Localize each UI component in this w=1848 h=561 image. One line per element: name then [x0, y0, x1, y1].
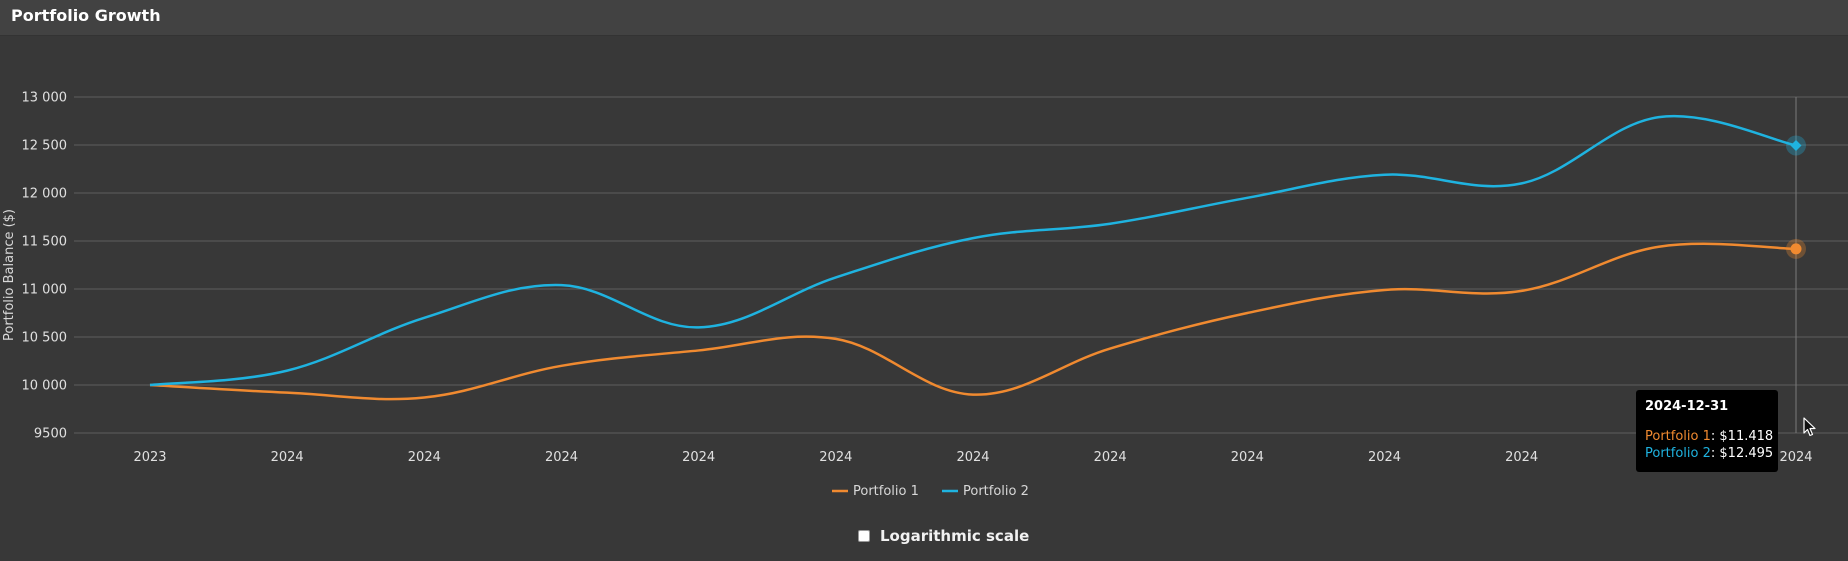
- chart-tooltip: 2024-12-31 Portfolio 1: $11.418 Portfoli…: [1636, 390, 1778, 472]
- y-tick-label: 13 000: [22, 91, 68, 106]
- legend[interactable]: Portfolio 1 Portfolio 2: [832, 484, 1029, 499]
- tooltip-series-value: $11.418: [1719, 429, 1774, 444]
- y-axis-label: Portfolio Balance ($): [2, 209, 17, 341]
- chart-header: Portfolio Growth: [0, 0, 1848, 36]
- legend-item-portfolio-2[interactable]: Portfolio 2: [942, 484, 1029, 499]
- y-tick-label: 9500: [34, 427, 67, 442]
- y-tick-label: 12 000: [22, 187, 68, 202]
- y-axis-ticks: 13 000 12 500 12 000 11 500 11 000 10 500 10 0…: [22, 91, 68, 442]
- series-line-portfolio-2[interactable]: [149, 114, 1797, 387]
- tooltip-series-name: Portfolio 2: [1645, 446, 1711, 461]
- x-tick-label: 2024: [1368, 450, 1401, 465]
- x-tick-label: 2024: [545, 450, 578, 465]
- legend-item-portfolio-1[interactable]: Portfolio 1: [832, 484, 919, 499]
- x-tick-label: 2024: [1094, 450, 1127, 465]
- y-tick-label: 10 000: [22, 379, 68, 394]
- hover-markers: [1786, 135, 1806, 259]
- log-scale-control[interactable]: Logarithmic scale: [858, 527, 1029, 545]
- y-tick-label: 10 500: [22, 331, 68, 346]
- grid-lines: [74, 96, 1848, 434]
- hover-marker-portfolio-1: [1790, 243, 1802, 255]
- x-tick-label: 2024: [819, 450, 852, 465]
- log-scale-checkbox[interactable]: [858, 530, 870, 542]
- y-tick-label: 12 500: [22, 139, 68, 154]
- x-tick-label: 2024: [1779, 450, 1812, 465]
- y-tick-label: 11 000: [22, 283, 68, 298]
- chart-header-title: Portfolio Growth: [11, 6, 161, 25]
- x-axis-ticks: 2023 2024 2024 2024 2024 2024 2024 2024 2024 2024…: [133, 450, 1812, 465]
- tooltip-series-value: $12.495: [1719, 446, 1774, 461]
- hover-marker-portfolio-2: [1790, 139, 1802, 151]
- y-tick-label: 11 500: [22, 235, 68, 250]
- portfolio-growth-chart: 13 000 12 500 12 000 11 500 11 000 10 500 10 0…: [2, 91, 1848, 499]
- legend-label: Portfolio 2: [963, 484, 1029, 499]
- x-tick-label: 2023: [133, 450, 166, 465]
- tooltip-series-name: Portfolio 1: [1645, 429, 1711, 444]
- series-line-portfolio-1[interactable]: [149, 242, 1797, 401]
- tooltip-row-portfolio-2: Portfolio 2: $12.495: [1645, 446, 1774, 461]
- x-tick-label: 2024: [1231, 450, 1264, 465]
- legend-label: Portfolio 1: [853, 484, 919, 499]
- mouse-pointer-icon: [1803, 417, 1816, 437]
- x-tick-label: 2024: [682, 450, 715, 465]
- x-tick-label: 2024: [956, 450, 989, 465]
- x-tick-label: 2024: [271, 450, 304, 465]
- x-tick-label: 2024: [408, 450, 441, 465]
- series-lines[interactable]: [149, 114, 1797, 401]
- x-tick-label: 2024: [1505, 450, 1538, 465]
- tooltip-row-portfolio-1: Portfolio 1: $11.418: [1645, 429, 1774, 444]
- tooltip-date: 2024-12-31: [1645, 399, 1729, 414]
- log-scale-label[interactable]: Logarithmic scale: [880, 527, 1030, 545]
